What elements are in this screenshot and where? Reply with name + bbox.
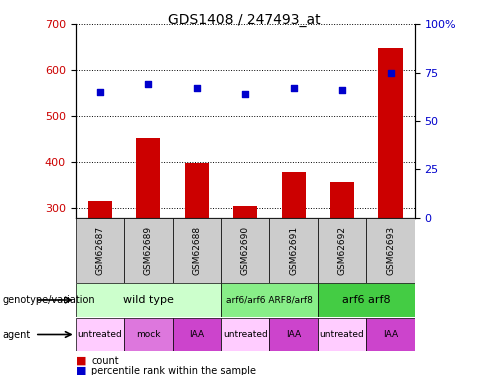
Text: untreated: untreated <box>223 330 267 339</box>
Bar <box>173 217 221 283</box>
Bar <box>366 217 415 283</box>
Text: wild type: wild type <box>123 295 174 305</box>
Text: ■: ■ <box>76 366 86 375</box>
Bar <box>221 283 318 317</box>
Bar <box>124 217 173 283</box>
Bar <box>173 318 221 351</box>
Text: GSM62692: GSM62692 <box>338 226 346 275</box>
Text: IAA: IAA <box>286 330 301 339</box>
Text: arf6/arf6 ARF8/arf8: arf6/arf6 ARF8/arf8 <box>226 296 313 304</box>
Bar <box>124 318 173 351</box>
Bar <box>76 217 124 283</box>
Text: ■: ■ <box>76 356 86 366</box>
Bar <box>282 172 306 217</box>
Text: arf6 arf8: arf6 arf8 <box>342 295 391 305</box>
Bar <box>221 217 269 283</box>
Text: GSM62689: GSM62689 <box>144 226 153 275</box>
Text: IAA: IAA <box>189 330 204 339</box>
Text: genotype/variation: genotype/variation <box>2 295 95 305</box>
Text: IAA: IAA <box>383 330 398 339</box>
Point <box>96 89 104 95</box>
Text: GSM62687: GSM62687 <box>95 226 104 275</box>
Point <box>144 81 152 87</box>
Bar <box>269 217 318 283</box>
Bar <box>318 283 415 317</box>
Text: GSM62688: GSM62688 <box>192 226 201 275</box>
Text: untreated: untreated <box>320 330 365 339</box>
Point <box>193 85 201 91</box>
Bar <box>184 163 209 218</box>
Bar <box>88 201 112 217</box>
Text: mock: mock <box>136 330 161 339</box>
Bar <box>221 318 269 351</box>
Bar <box>136 138 161 218</box>
Text: GSM62691: GSM62691 <box>289 226 298 275</box>
Text: untreated: untreated <box>78 330 122 339</box>
Text: percentile rank within the sample: percentile rank within the sample <box>91 366 256 375</box>
Point <box>242 91 249 97</box>
Bar <box>330 182 354 218</box>
Text: agent: agent <box>2 330 31 339</box>
Point <box>338 87 346 93</box>
Bar <box>269 318 318 351</box>
Text: GDS1408 / 247493_at: GDS1408 / 247493_at <box>168 13 320 27</box>
Bar <box>233 206 257 218</box>
Bar <box>76 318 124 351</box>
Text: GSM62690: GSM62690 <box>241 226 250 275</box>
Text: GSM62693: GSM62693 <box>386 226 395 275</box>
Bar <box>318 217 366 283</box>
Point <box>290 85 298 91</box>
Bar <box>318 318 366 351</box>
Bar <box>379 48 403 217</box>
Bar <box>76 283 221 317</box>
Bar <box>366 318 415 351</box>
Point <box>386 70 394 76</box>
Text: count: count <box>91 356 119 366</box>
